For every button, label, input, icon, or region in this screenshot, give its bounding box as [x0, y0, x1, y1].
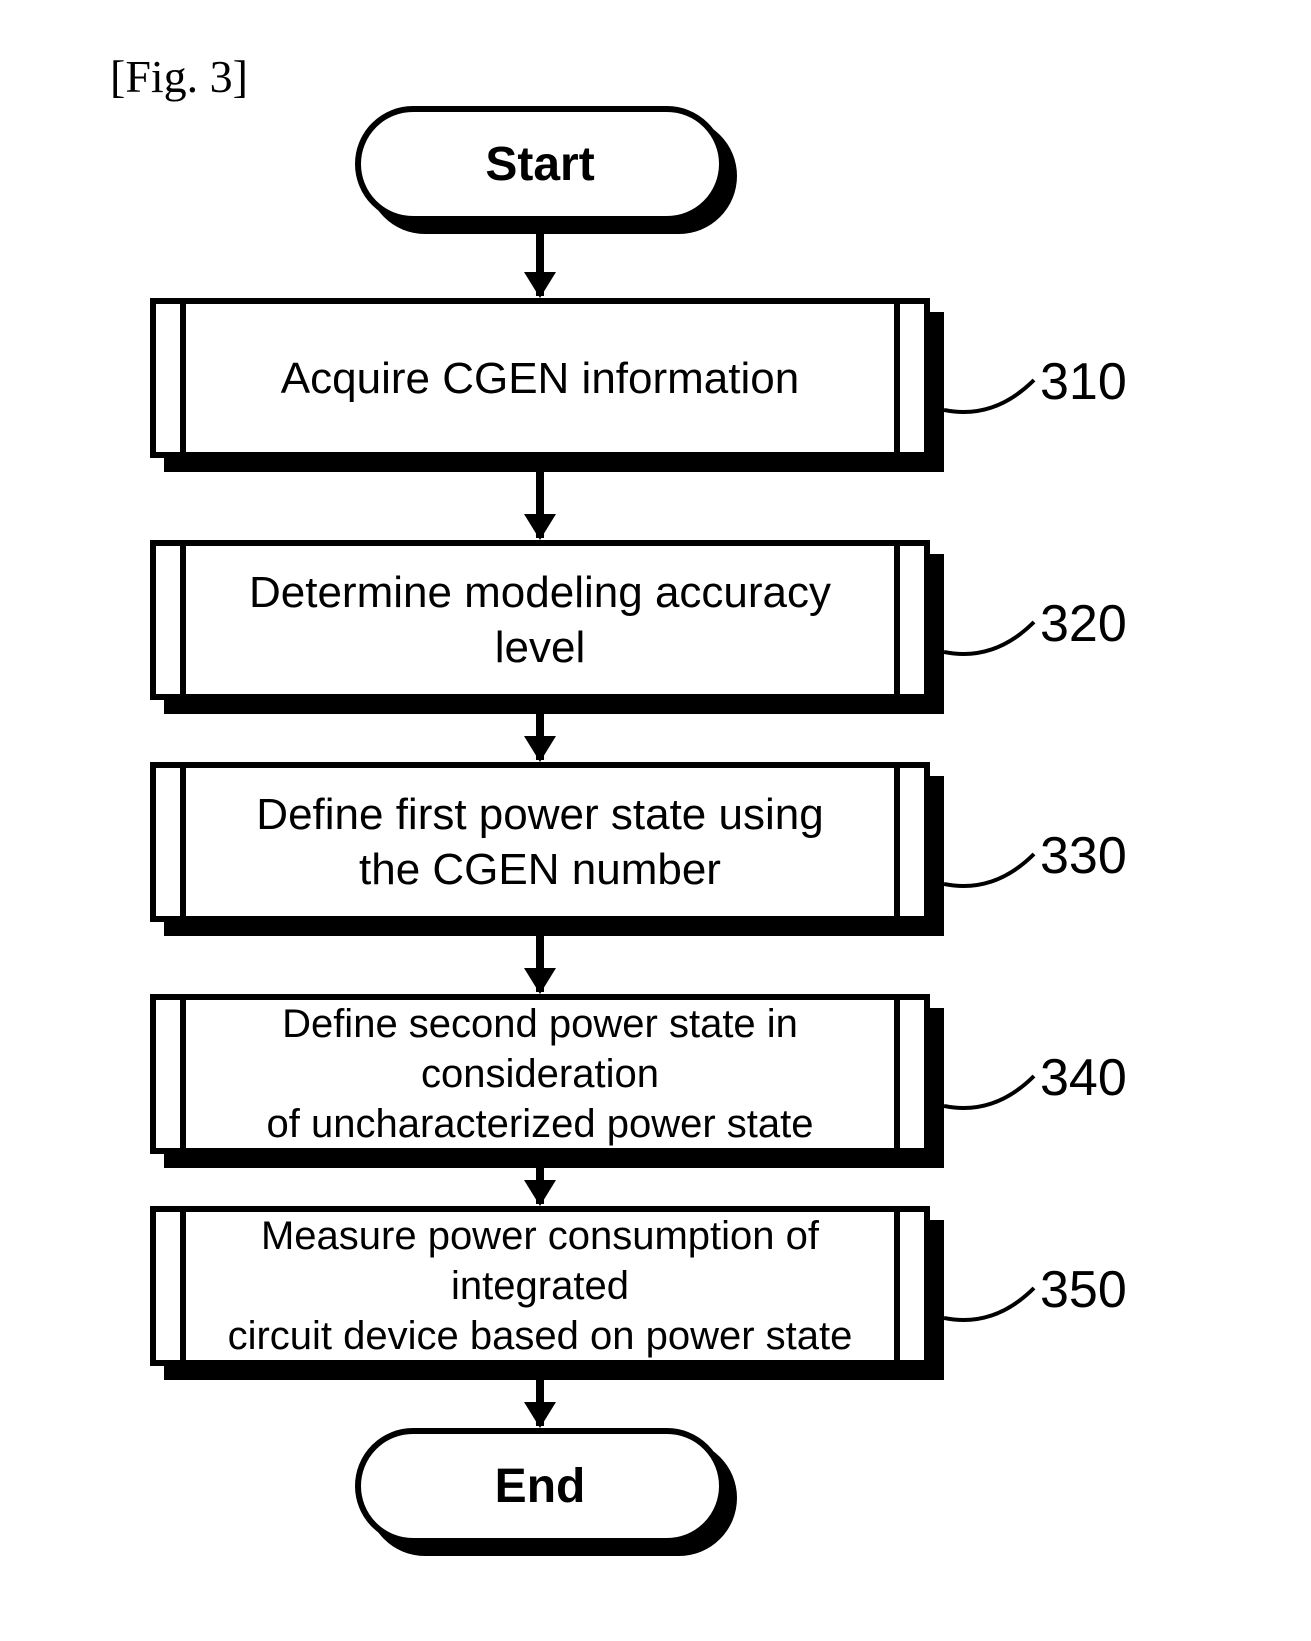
process-320-label: Determine modeling accuracy level [216, 565, 864, 675]
process-340: Define second power state in considerati… [150, 994, 930, 1154]
process-340-label: Define second power state in considerati… [216, 999, 864, 1149]
process-350-line1: circuit device based on power state [228, 1314, 853, 1358]
end-node: End [355, 1428, 725, 1544]
leader-310 [944, 376, 1044, 420]
flowchart-canvas: [Fig. 3] Start Acquire CGEN information … [0, 0, 1311, 1641]
process-310-label: Acquire CGEN information [281, 351, 799, 406]
start-label: Start [485, 137, 594, 192]
ref-320: 320 [1040, 594, 1127, 654]
process-320: Determine modeling accuracy level [150, 540, 930, 700]
leader-330 [944, 850, 1044, 894]
ref-350: 350 [1040, 1260, 1127, 1320]
process-350: Measure power consumption of integrated … [150, 1206, 930, 1366]
arrow [536, 1166, 544, 1204]
ref-310: 310 [1040, 352, 1127, 412]
process-350-line0: Measure power consumption of integrated [261, 1214, 819, 1308]
process-330-line1: the CGEN number [359, 845, 721, 894]
ref-340: 340 [1040, 1048, 1127, 1108]
process-350-label: Measure power consumption of integrated … [216, 1211, 864, 1361]
process-330-label: Define first power state using the CGEN … [256, 787, 823, 897]
leader-350 [944, 1284, 1044, 1328]
figure-label: [Fig. 3] [110, 50, 248, 103]
arrow [536, 234, 544, 296]
arrow [536, 470, 544, 538]
process-330-line0: Define first power state using [256, 790, 823, 839]
arrow [536, 934, 544, 992]
process-340-line0: Define second power state in considerati… [282, 1002, 798, 1096]
ref-330: 330 [1040, 826, 1127, 886]
arrow [536, 712, 544, 760]
process-340-line1: of uncharacterized power state [267, 1102, 814, 1146]
arrow [536, 1378, 544, 1426]
leader-340 [944, 1072, 1044, 1116]
process-330: Define first power state using the CGEN … [150, 762, 930, 922]
end-label: End [495, 1459, 586, 1514]
start-node: Start [355, 106, 725, 222]
process-310: Acquire CGEN information [150, 298, 930, 458]
leader-320 [944, 618, 1044, 662]
